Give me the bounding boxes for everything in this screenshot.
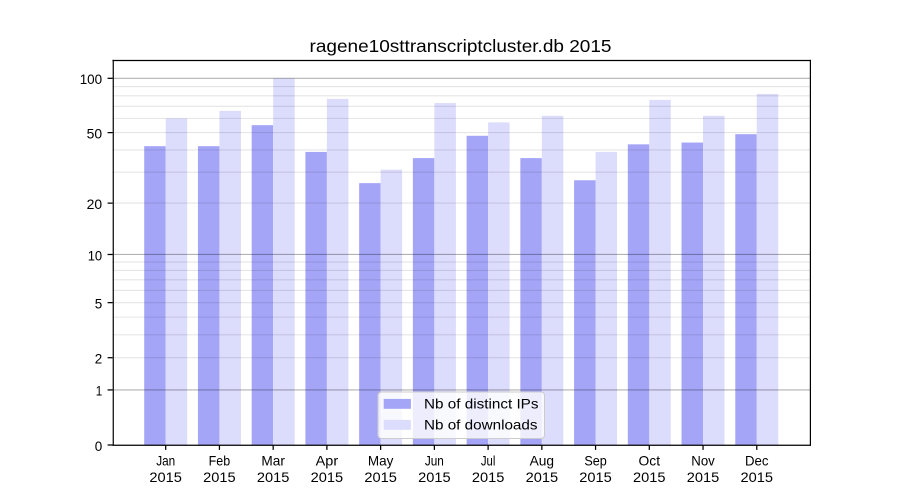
svg-text:1: 1 [96,384,103,399]
svg-text:2015: 2015 [472,470,505,485]
svg-text:2015: 2015 [203,470,236,485]
svg-text:10: 10 [88,248,103,263]
svg-text:50: 50 [87,126,103,141]
svg-text:2015: 2015 [741,470,774,485]
svg-text:Jul: Jul [481,454,496,469]
svg-text:20: 20 [87,197,103,212]
svg-text:100: 100 [80,72,103,87]
svg-text:Jan: Jan [156,454,175,469]
svg-text:Nb of distinct IPs: Nb of distinct IPs [424,397,539,412]
svg-text:2: 2 [95,352,103,367]
svg-text:Aug: Aug [530,454,555,469]
svg-text:2015: 2015 [526,470,559,485]
svg-text:2015: 2015 [687,470,720,485]
svg-text:0: 0 [95,439,103,454]
svg-text:2015: 2015 [149,470,182,485]
svg-text:Jun: Jun [425,454,444,469]
svg-text:May: May [368,454,394,469]
svg-text:Mar: Mar [261,454,285,469]
svg-text:2015: 2015 [311,470,344,485]
svg-text:Apr: Apr [316,454,339,469]
svg-text:ragene10sttranscriptcluster.db: ragene10sttranscriptcluster.db 2015 [310,36,612,56]
svg-text:Sep: Sep [584,454,607,469]
svg-text:2015: 2015 [364,470,397,485]
svg-text:Feb: Feb [209,454,231,469]
svg-text:Oct: Oct [639,454,661,469]
svg-text:2015: 2015 [579,470,612,485]
svg-text:Nb of downloads: Nb of downloads [424,418,538,433]
svg-text:5: 5 [95,296,103,311]
svg-text:2015: 2015 [418,470,451,485]
svg-text:Nov: Nov [691,454,715,469]
svg-text:2015: 2015 [257,470,290,485]
svg-text:Dec: Dec [745,454,769,469]
svg-text:2015: 2015 [633,470,666,485]
